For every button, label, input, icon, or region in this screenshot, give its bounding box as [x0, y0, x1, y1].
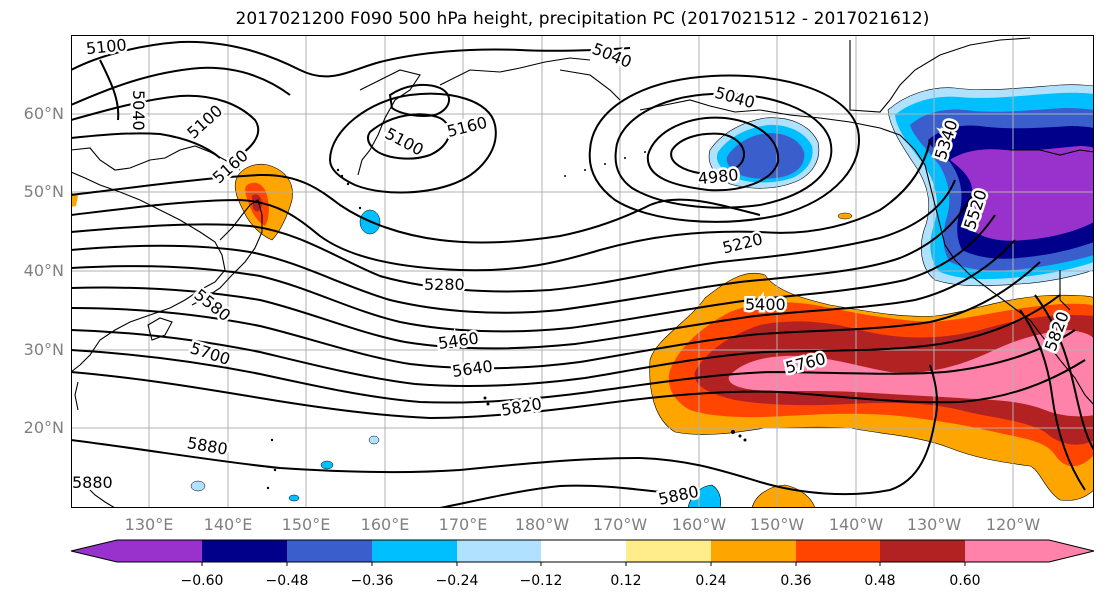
- contour-label: 4980: [697, 165, 739, 188]
- colorbar-tick-label: 0.60: [949, 573, 981, 589]
- colorbar-outline: [70, 539, 1095, 563]
- colorbar-tick-label: 0.12: [610, 573, 642, 589]
- colorbar-tick-label: −0.12: [519, 573, 563, 589]
- colorbar-swatch: [117, 540, 202, 562]
- lon-label-170w: 170°W: [592, 515, 648, 534]
- colorbar-swatch: [457, 540, 541, 562]
- colorbar-swatch: [796, 540, 880, 562]
- lon-label-140e: 140°E: [203, 515, 253, 534]
- colorbar-swatch: [372, 540, 457, 562]
- precip-spot-blue-4: [190, 480, 206, 492]
- colorbar: [70, 539, 1095, 566]
- islands: [266, 151, 747, 490]
- lat-label-60n: 60°N: [23, 104, 64, 123]
- colorbar-swatch-lt-neg060: [71, 540, 117, 562]
- colorbar-ticks: [201, 562, 966, 566]
- lon-label-120w: 120°W: [985, 515, 1041, 534]
- precip-neg-purple: [950, 146, 1094, 241]
- colorbar-tick-label: −0.36: [350, 573, 394, 589]
- precip-bottom-cyan: [687, 484, 722, 508]
- lon-label-130w: 130°W: [906, 515, 962, 534]
- colorbar-tick-label: −0.48: [265, 573, 309, 589]
- colorbar-swatch: [541, 540, 626, 562]
- map-panel: 5100 5040 5100 5160 5100 5040 5040 5160 …: [71, 35, 1094, 508]
- colorbar-swatch: [626, 540, 711, 562]
- colorbar-swatch-gt-060: [1049, 540, 1094, 562]
- height-contours: [71, 40, 1094, 508]
- lon-label-170e: 170°E: [438, 515, 488, 534]
- colorbar-tick-label: −0.60: [180, 573, 224, 589]
- lon-label-160w: 160°W: [671, 515, 727, 534]
- precip-spot-blue-3: [368, 435, 380, 445]
- contour-label: 5100: [85, 35, 127, 58]
- lon-label-160e: 160°E: [360, 515, 410, 534]
- lon-label-150w: 150°W: [749, 515, 805, 534]
- lat-label-50n: 50°N: [23, 182, 64, 201]
- lat-label-30n: 30°N: [23, 340, 64, 359]
- colorbar-tick-label: −0.24: [435, 573, 479, 589]
- map-frame: [71, 35, 1094, 508]
- colorbar-swatch: [711, 540, 796, 562]
- colorbar-tick-label: 0.24: [695, 573, 727, 589]
- colorbar-swatch: [287, 540, 372, 562]
- precip-spot-blue-2: [320, 460, 334, 470]
- figure-title: 2017021200 F090 500 hPa height, precipit…: [235, 9, 930, 29]
- precip-spot-small: [837, 212, 853, 220]
- precip-alaska-royalblue: [726, 133, 805, 179]
- colorbar-swatch: [965, 540, 1049, 562]
- precip-shading-positive: [71, 163, 1094, 508]
- lat-label-20n: 20°N: [23, 418, 64, 437]
- colorbar-tick-label: 0.36: [780, 573, 812, 589]
- contour-label: 5040: [129, 90, 148, 131]
- precip-spot-blue-5: [288, 494, 300, 502]
- colorbar-swatch: [202, 540, 287, 562]
- lon-label-180w: 180°W: [514, 515, 570, 534]
- colorbar-swatch: [880, 540, 965, 562]
- lon-label-130e: 130°E: [124, 515, 174, 534]
- colorbar-tick-label: 0.48: [864, 573, 896, 589]
- contour-label: 5880: [72, 473, 113, 492]
- lon-label-140w: 140°W: [828, 515, 884, 534]
- contour-label: 5280: [424, 275, 465, 294]
- lon-label-150e: 150°E: [281, 515, 331, 534]
- contour-label: 5400: [745, 295, 786, 314]
- lat-label-40n: 40°N: [23, 261, 64, 280]
